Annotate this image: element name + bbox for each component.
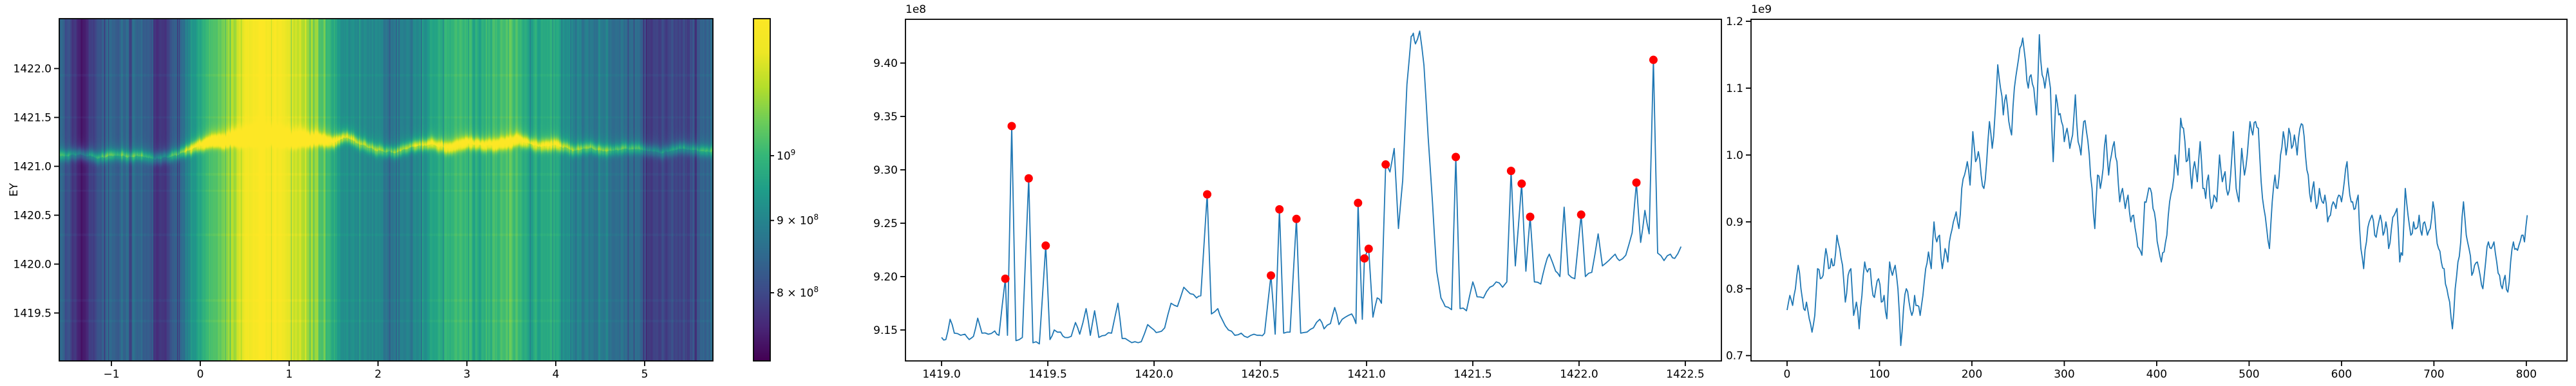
- heatmap-ytick-label: 1419.5: [14, 308, 52, 320]
- spectrum-peak-marker: [1381, 160, 1390, 169]
- spectrum-xtick-label: 1422.0: [1560, 368, 1598, 381]
- heatmap-xtick-label: −1: [103, 368, 119, 381]
- spectrum-spines: [905, 19, 1722, 362]
- heatmap-ytick-label: 1422.0: [14, 63, 52, 76]
- colorbar-gradient: [753, 19, 770, 361]
- spectrum-xtick-label: 1419.0: [922, 368, 960, 381]
- spectrum-ytick-label: 9.35: [873, 111, 898, 124]
- spectrum-xtick-label: 1422.5: [1666, 368, 1704, 381]
- lightcurve-ytick-label: 1.0: [1726, 149, 1743, 162]
- lightcurve-ytick-label: 1.1: [1726, 82, 1743, 95]
- lightcurve-xtick-label: 400: [2146, 368, 2167, 381]
- spectrum-peak-marker: [1275, 205, 1284, 214]
- spectrum-peak-marker: [1526, 212, 1535, 221]
- heatmap-spines: [59, 18, 714, 362]
- lightcurve-xtick-label: 200: [1962, 368, 1982, 381]
- spectrum-peak-marker: [1024, 174, 1033, 183]
- spectrum-xtick-label: 1421.5: [1454, 368, 1492, 381]
- heatmap-xtick-label: 2: [375, 368, 382, 381]
- spectrum-peak-marker: [1354, 198, 1363, 207]
- spectrum-peak-marker: [1041, 241, 1050, 250]
- lightcurve-ytick-label: 0.7: [1726, 350, 1743, 363]
- lightcurve-xtick-label: 800: [2516, 368, 2537, 381]
- lightcurve-ytick-label: 1.2: [1726, 15, 1743, 28]
- lightcurve-xtick-label: 600: [2331, 368, 2352, 381]
- colorbar-frame: [753, 18, 771, 362]
- spectrum-peak-marker: [1506, 167, 1515, 176]
- lightcurve-ytick-label: 0.8: [1726, 283, 1743, 296]
- spectrum-ytick-label: 9.15: [873, 324, 898, 337]
- spectrum-peak-marker: [1007, 122, 1016, 131]
- spectrum-peak-marker: [1001, 274, 1010, 283]
- spectrum-xtick-label: 1420.0: [1135, 368, 1173, 381]
- spectrum-ytick-label: 9.25: [873, 217, 898, 230]
- lightcurve-data-line: [1786, 34, 2528, 346]
- lightcurve-spines: [1750, 19, 2568, 362]
- spectrum-data-line: [941, 30, 1682, 345]
- lightcurve-xtick-label: 300: [2054, 368, 2074, 381]
- heatmap-xtick-label: 1: [286, 368, 293, 381]
- heatmap-ytick-label: 1421.5: [14, 112, 52, 125]
- spectrum-peak-marker: [1267, 271, 1276, 280]
- spectrum-peak-marker: [1517, 179, 1526, 188]
- heatmap-xtick-label: 0: [197, 368, 204, 381]
- spectrum-xtick-label: 1421.0: [1347, 368, 1385, 381]
- heatmap-ytick-label: 1421.0: [14, 161, 52, 174]
- spectrum-peak-marker: [1632, 178, 1641, 187]
- heatmap-ytick-label: 1420.5: [14, 210, 52, 223]
- spectrum-peak-marker: [1577, 210, 1586, 219]
- spectrum-xtick-label: 1419.5: [1028, 368, 1066, 381]
- colorbar-tick-label: 9 × 108: [777, 213, 819, 228]
- heatmap-ytick-label: 1420.0: [14, 259, 52, 271]
- spectrum-ytick-label: 9.40: [873, 57, 898, 70]
- lightcurve-offset-label: 1e9: [1751, 3, 1772, 16]
- spectrum-peak-marker: [1364, 244, 1373, 253]
- heatmap-image: [59, 19, 713, 361]
- lightcurve-ytick-label: 0.9: [1726, 216, 1743, 229]
- spectrum-xtick-label: 1420.5: [1241, 368, 1279, 381]
- spectrum-offset-label: 1e8: [905, 3, 927, 16]
- colorbar-tick-label: 109: [777, 148, 795, 163]
- lightcurve-xtick-label: 500: [2239, 368, 2259, 381]
- spectrum-peak-marker: [1452, 152, 1461, 161]
- spectrum-peak-marker: [1649, 55, 1658, 64]
- spectrum-peak-marker: [1203, 190, 1212, 199]
- heatmap-xtick-label: 5: [641, 368, 649, 381]
- spectrum-ytick-label: 9.30: [873, 164, 898, 177]
- spectrum-peak-marker: [1292, 214, 1301, 223]
- heatmap-xtick-label: 4: [553, 368, 560, 381]
- lightcurve-xtick-label: 100: [1869, 368, 1889, 381]
- lightcurve-xtick-label: 700: [2423, 368, 2444, 381]
- colorbar-tick-label: 8 × 108: [777, 285, 819, 300]
- spectrum-peak-marker: [1360, 254, 1369, 263]
- heatmap-xtick-label: 3: [464, 368, 471, 381]
- lightcurve-xtick-label: 0: [1784, 368, 1791, 381]
- spectrum-ytick-label: 9.20: [873, 271, 898, 284]
